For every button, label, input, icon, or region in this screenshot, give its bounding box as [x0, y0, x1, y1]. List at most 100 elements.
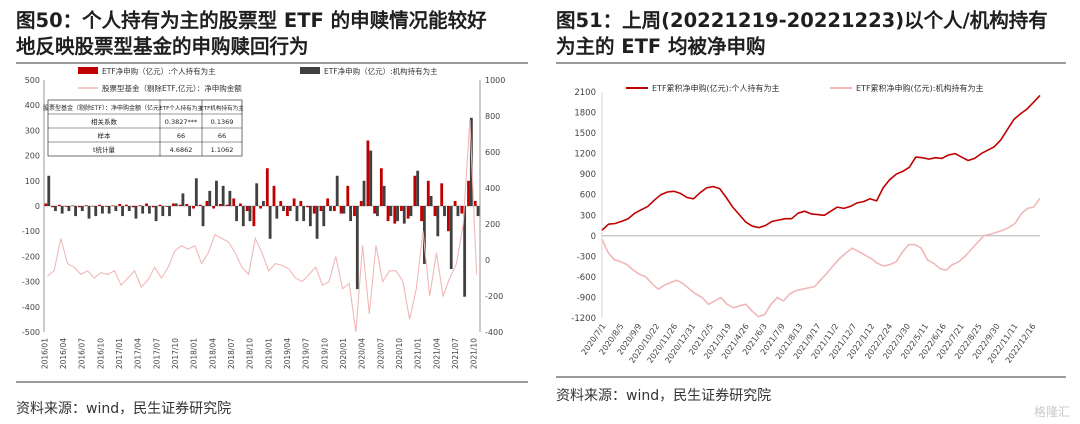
bar-personal	[420, 206, 423, 222]
x-tick-label: 2020/01	[339, 338, 348, 369]
bar-institution	[282, 206, 285, 212]
bar-personal	[319, 206, 323, 212]
bar-personal	[453, 200, 457, 206]
bar-institution	[54, 206, 57, 212]
x-tick-label: 2016/07	[78, 338, 87, 369]
bar-personal	[292, 198, 296, 206]
bar-personal	[131, 206, 135, 208]
bar-personal	[272, 185, 276, 206]
bar-institution	[476, 206, 480, 217]
stats-table-cell: t统计量	[93, 145, 116, 154]
left-title-rule	[16, 62, 528, 64]
bar-personal	[111, 205, 115, 207]
bar-institution	[275, 206, 279, 219]
bar-institution	[147, 206, 151, 214]
stats-table-cell: 0.3827***	[165, 118, 198, 126]
stats-table-header: 股票型基金（剔除ETF）：净申购金额（亿元）	[43, 104, 165, 112]
y-tick-label: 300	[580, 211, 596, 221]
bar-institution	[463, 206, 467, 297]
bar-institution	[396, 206, 399, 222]
right-y-tick-label: 400	[485, 184, 500, 193]
bar-personal	[259, 206, 262, 209]
bar-institution	[154, 206, 158, 222]
bar-personal	[413, 175, 417, 206]
bar-personal	[125, 204, 128, 206]
bar-institution	[74, 206, 78, 217]
bar-personal	[145, 203, 148, 206]
bar-personal	[118, 203, 122, 206]
bar-personal	[185, 203, 189, 206]
x-tick-label: 2019/10	[320, 338, 329, 369]
right-y-tick-label: -400	[485, 328, 503, 337]
bar-institution	[141, 206, 145, 214]
y-tick-label: 2100	[574, 88, 596, 98]
bar-personal	[379, 168, 383, 206]
x-tick-label: 2020/04	[358, 338, 367, 369]
left-source-note: 资料来源：wind，民生证券研究院	[16, 401, 232, 417]
bar-personal	[386, 206, 390, 222]
left-title-line1: 图50：个人持有为主的股票型 ETF 的申赎情况能较好	[16, 9, 487, 32]
bar-personal	[312, 206, 316, 214]
legend-label-institution: ETF净申购（亿元）:机构持有为主	[324, 66, 438, 76]
x-tick-label: 2016/04	[59, 338, 68, 369]
bar-personal	[393, 206, 397, 224]
bar-institution	[114, 206, 118, 212]
left-title-line2: 地反映股票型基金的申购赎回行为	[16, 35, 309, 58]
bar-institution	[127, 206, 131, 212]
stats-table-header: ETF机构持有为主	[200, 104, 244, 112]
bar-personal	[406, 206, 410, 219]
bar-personal	[286, 206, 289, 217]
bar-personal	[433, 206, 437, 217]
bar-personal	[265, 168, 269, 206]
right-bottom-rule	[556, 376, 1066, 378]
legend-label-institution: ETF累积净申购(亿元):机构持有为主	[856, 83, 983, 93]
bar-personal	[64, 206, 68, 207]
bar-institution	[67, 206, 71, 212]
bar-institution	[288, 206, 292, 212]
bar-institution	[308, 206, 312, 227]
bar-personal	[205, 200, 209, 206]
bar-personal	[473, 200, 477, 206]
bar-personal	[467, 180, 470, 206]
bar-personal	[460, 206, 464, 214]
stats-table-cell: 相关系数	[91, 117, 118, 126]
x-tick-label: 2019/01	[264, 338, 273, 369]
bar-institution	[80, 206, 84, 212]
bar-personal	[158, 204, 162, 206]
bar-institution	[342, 206, 346, 214]
line-cumulative-institution	[601, 197, 1041, 318]
bar-personal	[192, 206, 195, 209]
stats-table-cell: 样本	[98, 131, 112, 140]
x-tick-label: 2020/07	[376, 338, 385, 369]
right-y-tick-label: 0	[485, 256, 490, 265]
line-fund-net-purchase	[47, 119, 478, 333]
bar-institution	[335, 175, 339, 206]
left-y-tick-label: 200	[25, 152, 40, 161]
bar-personal	[359, 200, 363, 206]
bar-institution	[436, 206, 440, 237]
left-y-tick-label: 500	[25, 76, 40, 85]
stats-table-header: ETF个人持有为主	[159, 104, 203, 112]
bar-personal	[306, 206, 309, 208]
bar-personal	[198, 204, 202, 206]
bar-institution	[221, 185, 225, 206]
bar-institution	[121, 206, 124, 217]
bar-personal	[239, 203, 242, 206]
bar-personal	[373, 206, 377, 214]
bar-personal	[245, 206, 249, 212]
bar-institution	[262, 200, 265, 206]
bar-personal	[326, 198, 330, 206]
x-tick-label: 2016/01	[40, 338, 49, 369]
left-y-tick-label: -500	[22, 328, 40, 337]
bar-institution	[409, 206, 413, 217]
y-tick-label: 1500	[574, 129, 596, 139]
bar-institution	[101, 206, 104, 214]
x-tick-label: 2021/04	[432, 338, 441, 369]
legend-swatch-institution	[300, 67, 320, 74]
left-y-tick-label: 100	[25, 177, 40, 186]
x-tick-label: 2018/04	[208, 338, 217, 369]
bar-personal	[339, 206, 343, 214]
watermark-logo: 格隆汇	[1033, 405, 1070, 419]
bar-institution	[449, 206, 453, 269]
bar-institution	[402, 206, 406, 224]
